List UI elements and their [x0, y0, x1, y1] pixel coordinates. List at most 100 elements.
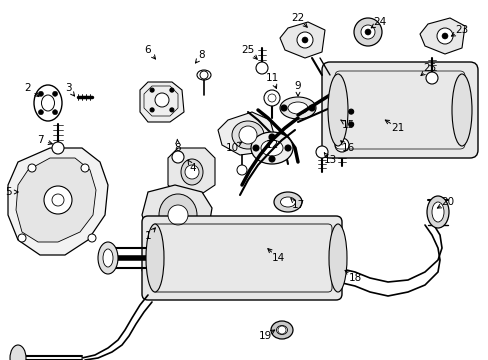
Circle shape: [150, 108, 154, 112]
Ellipse shape: [280, 97, 315, 119]
Circle shape: [302, 37, 307, 43]
Ellipse shape: [250, 132, 292, 164]
Ellipse shape: [273, 192, 302, 212]
Text: 5: 5: [5, 187, 11, 197]
Text: 25: 25: [423, 63, 436, 73]
Circle shape: [200, 71, 207, 79]
Circle shape: [155, 93, 169, 107]
Ellipse shape: [41, 95, 54, 111]
Polygon shape: [8, 148, 108, 255]
Circle shape: [268, 156, 274, 162]
Circle shape: [329, 122, 335, 127]
Ellipse shape: [276, 325, 287, 334]
Circle shape: [278, 326, 285, 334]
Ellipse shape: [261, 140, 283, 156]
Circle shape: [169, 88, 174, 92]
FancyBboxPatch shape: [321, 62, 477, 158]
Ellipse shape: [270, 321, 292, 339]
Circle shape: [172, 151, 183, 163]
Ellipse shape: [287, 102, 307, 114]
Circle shape: [264, 90, 280, 106]
Ellipse shape: [147, 266, 163, 274]
Text: 2: 2: [24, 83, 31, 93]
Text: 22: 22: [291, 13, 304, 23]
Text: 16: 16: [341, 143, 354, 153]
Ellipse shape: [103, 249, 113, 267]
Polygon shape: [280, 22, 325, 58]
Polygon shape: [218, 112, 274, 155]
Ellipse shape: [280, 197, 295, 207]
Text: 25: 25: [241, 45, 254, 55]
Text: 10: 10: [225, 143, 238, 153]
Ellipse shape: [98, 242, 118, 274]
Text: 11: 11: [265, 73, 278, 83]
Circle shape: [268, 134, 274, 140]
Ellipse shape: [332, 111, 350, 125]
Ellipse shape: [451, 74, 471, 146]
Ellipse shape: [327, 74, 347, 146]
Polygon shape: [168, 148, 215, 195]
Ellipse shape: [197, 70, 210, 80]
Circle shape: [308, 105, 314, 111]
Circle shape: [252, 145, 259, 151]
Text: 8: 8: [198, 50, 205, 60]
Circle shape: [348, 109, 353, 114]
Ellipse shape: [10, 345, 26, 360]
Text: 15: 15: [341, 120, 354, 130]
Text: 20: 20: [441, 197, 454, 207]
Circle shape: [52, 194, 64, 206]
Circle shape: [441, 33, 447, 39]
Circle shape: [364, 29, 370, 35]
Circle shape: [348, 122, 353, 127]
Text: 7: 7: [37, 135, 43, 145]
Circle shape: [53, 110, 58, 115]
Text: 23: 23: [454, 25, 468, 35]
Ellipse shape: [181, 159, 203, 185]
Ellipse shape: [159, 194, 197, 236]
Text: 18: 18: [347, 273, 361, 283]
Text: 14: 14: [271, 253, 284, 263]
Circle shape: [296, 32, 312, 48]
Text: 19: 19: [258, 331, 271, 341]
Circle shape: [353, 18, 381, 46]
Circle shape: [425, 72, 437, 84]
Ellipse shape: [146, 224, 163, 292]
Circle shape: [329, 109, 335, 114]
Ellipse shape: [142, 264, 168, 276]
Text: 6: 6: [144, 45, 151, 55]
Circle shape: [39, 91, 43, 96]
Polygon shape: [142, 185, 212, 242]
Ellipse shape: [426, 196, 448, 228]
FancyBboxPatch shape: [142, 216, 341, 300]
Circle shape: [334, 138, 348, 152]
Text: 13: 13: [323, 155, 336, 165]
Polygon shape: [419, 18, 464, 54]
Circle shape: [315, 146, 327, 158]
Circle shape: [18, 234, 26, 242]
Circle shape: [360, 25, 374, 39]
Circle shape: [239, 126, 257, 144]
Text: 9: 9: [294, 81, 301, 91]
Circle shape: [237, 165, 246, 175]
Polygon shape: [16, 158, 96, 242]
Text: 17: 17: [291, 200, 304, 210]
Circle shape: [53, 91, 58, 96]
Circle shape: [81, 164, 89, 172]
Text: 3: 3: [64, 83, 71, 93]
Circle shape: [184, 165, 199, 179]
Circle shape: [88, 234, 96, 242]
Text: 12: 12: [265, 140, 278, 150]
Circle shape: [150, 88, 154, 92]
Ellipse shape: [431, 202, 443, 222]
Circle shape: [436, 28, 452, 44]
Circle shape: [285, 145, 290, 151]
Text: 8: 8: [174, 143, 181, 153]
Polygon shape: [140, 82, 183, 122]
Text: 4: 4: [189, 163, 196, 173]
Text: 21: 21: [390, 123, 404, 133]
Ellipse shape: [324, 105, 359, 131]
Text: 1: 1: [144, 231, 151, 241]
Circle shape: [267, 94, 275, 102]
Circle shape: [168, 205, 187, 225]
Circle shape: [28, 164, 36, 172]
